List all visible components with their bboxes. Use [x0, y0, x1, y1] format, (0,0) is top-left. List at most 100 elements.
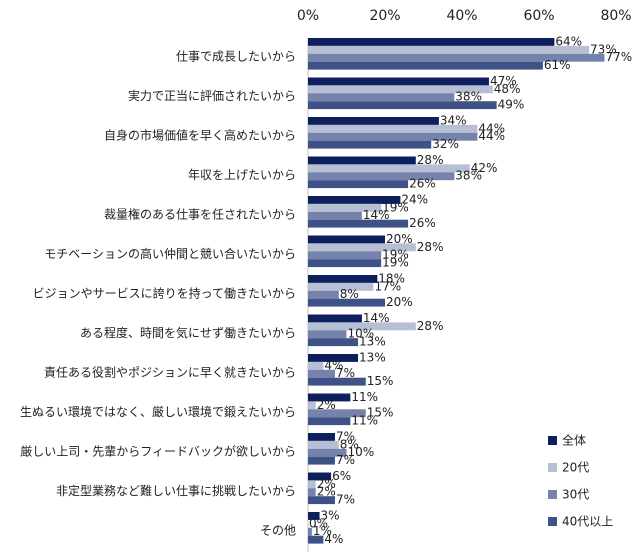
bar [308, 45, 590, 54]
category-label: モチベーションの高い仲間と競い合いたいから [44, 246, 296, 261]
value-label: 44% [478, 121, 505, 135]
value-label: 28% [417, 153, 444, 167]
bar [308, 61, 543, 70]
value-label: 8% [340, 287, 359, 301]
value-label: 0% [309, 516, 328, 530]
value-label: 6% [332, 469, 351, 483]
value-label: 24% [401, 192, 428, 206]
bar [308, 338, 359, 347]
value-label: 10% [348, 327, 375, 341]
bar [308, 369, 335, 378]
value-label: 15% [367, 374, 394, 388]
value-label: 20% [386, 295, 413, 309]
bar [308, 235, 385, 244]
value-label: 13% [359, 335, 386, 349]
category-label: ビジョンやサービスに誇りを持って働きたいから [33, 285, 296, 300]
bar [308, 77, 489, 86]
value-label: 19% [382, 248, 409, 262]
value-label: 2% [317, 485, 336, 499]
value-label: 28% [417, 319, 444, 333]
value-label: 26% [409, 177, 436, 191]
legend-swatch [548, 436, 557, 445]
value-label: 32% [432, 137, 459, 151]
category-label: 生ぬるい環境ではなく、厳しい環境で鍛えたいから [20, 404, 296, 419]
value-label: 61% [544, 58, 571, 72]
bar [308, 512, 320, 520]
category-label: 非定型業務など難しい仕事に挑戦したいから [56, 483, 296, 498]
category-label: その他 [260, 523, 296, 537]
value-label: 77% [605, 50, 632, 64]
bar [308, 377, 366, 386]
value-label: 7% [336, 366, 355, 380]
value-label: 1% [313, 524, 332, 538]
bar [308, 433, 335, 441]
value-label: 19% [382, 200, 409, 214]
bar [308, 401, 316, 410]
bar [308, 211, 362, 220]
legend-swatch [548, 517, 557, 526]
value-label: 14% [363, 208, 390, 222]
value-label: 13% [359, 350, 386, 364]
value-label: 4% [324, 358, 343, 372]
bar [308, 527, 312, 536]
bar [308, 290, 339, 299]
x-tick-label: 0% [297, 8, 319, 24]
value-label: 26% [409, 216, 436, 230]
value-label: 2% [317, 477, 336, 491]
bar [308, 409, 366, 418]
bar [308, 440, 339, 449]
legend-label: 全体 [562, 433, 586, 448]
value-label: 17% [374, 279, 401, 293]
category-label: 実力で正当に評価されたいから [128, 88, 296, 103]
legend-label: 40代以上 [562, 515, 613, 529]
value-label: 18% [378, 271, 405, 285]
category-label: 責任ある役割やポジションに早く就きたいから [44, 364, 296, 379]
value-labels: 64% 73%77% 61% 47%48% 38% 49% 34% 44%44% 32% 28% 4… [309, 34, 632, 546]
bar [308, 259, 382, 268]
bar [308, 219, 409, 228]
category-label: 自身の市場価値を早く高めたいから [104, 127, 296, 142]
category-label: 厳しい上司・先輩からフィードバックが欲しいから [20, 443, 296, 458]
category-label: 年収を上げたいから [188, 168, 296, 182]
bar [308, 314, 362, 323]
category-label: ある程度、時間を気にせず働きたいから [80, 325, 296, 340]
bar [308, 448, 347, 457]
bar [308, 488, 316, 497]
bar [308, 496, 335, 505]
value-label: 14% [363, 311, 390, 325]
value-label: 34% [440, 113, 467, 127]
value-label: 3% [321, 508, 340, 522]
bar [308, 53, 605, 62]
bar [308, 203, 382, 212]
bar [308, 251, 382, 260]
legend: 全体 20代 30代 40代以上 [548, 433, 613, 529]
bar [308, 535, 324, 544]
legend-label: 20代 [562, 461, 589, 475]
legend-swatch [548, 463, 557, 472]
x-axis-ticks: 0% 20% 40% 60% 80% [297, 8, 632, 24]
x-tick-label: 40% [446, 8, 477, 24]
bar [308, 156, 416, 165]
bar [308, 322, 416, 331]
bar [308, 393, 351, 402]
bar [308, 472, 332, 481]
value-label: 38% [455, 169, 482, 183]
category-labels: 仕事で成長したいから実力で正当に評価されたいから自身の市場価値を早く高めたいから… [20, 49, 296, 537]
bar [308, 164, 470, 173]
bar [308, 298, 385, 307]
bar [308, 124, 478, 133]
category-label: 仕事で成長したいから [176, 49, 296, 63]
legend-label: 30代 [562, 488, 589, 502]
x-tick-label: 20% [369, 8, 400, 24]
bar [308, 282, 374, 291]
bar [308, 140, 432, 149]
bar [308, 101, 497, 110]
bar [308, 243, 416, 252]
x-tick-label: 80% [600, 8, 631, 24]
value-label: 73% [590, 42, 617, 56]
bar [308, 132, 478, 141]
value-label: 7% [336, 453, 355, 467]
bar [308, 38, 555, 46]
value-label: 15% [367, 406, 394, 420]
value-label: 20% [386, 232, 413, 246]
